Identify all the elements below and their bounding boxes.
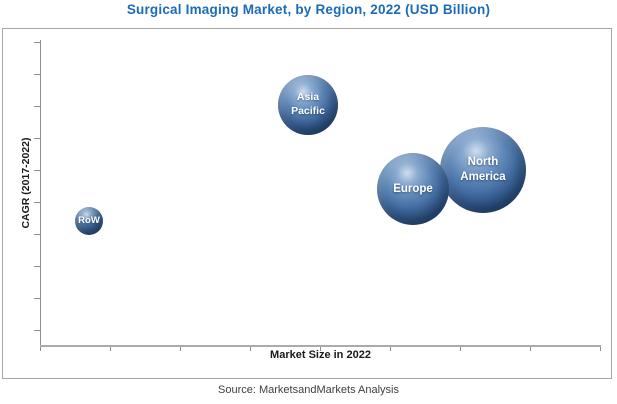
chart-title: Surgical Imaging Market, by Region, 2022…: [126, 2, 491, 17]
bubble-asia-pacific: Asia Pacific: [278, 75, 338, 135]
bubble-label-line: RoW: [78, 214, 100, 226]
y-tick: [34, 234, 40, 235]
x-tick: [40, 347, 41, 351]
y-tick: [34, 42, 40, 43]
x-tick: [600, 347, 601, 351]
x-axis-line: [40, 345, 601, 347]
source-note: Source: MarketsandMarkets Analysis: [218, 384, 399, 396]
bubble-label-line: Asia: [296, 91, 320, 104]
bubble-europe: Europe: [377, 153, 449, 225]
bubble-row: RoW: [75, 207, 103, 235]
x-tick: [180, 347, 181, 351]
bubble-label-line: America: [460, 171, 506, 183]
y-tick: [34, 298, 40, 299]
y-axis-line: [40, 40, 41, 346]
x-tick: [390, 347, 391, 351]
x-tick: [110, 347, 111, 351]
bubble-label-line: Europe: [393, 182, 433, 195]
y-tick: [34, 330, 40, 331]
x-tick: [320, 347, 321, 351]
bubble-north-america: North America: [440, 127, 526, 213]
bubble-label-line: Pacific: [291, 105, 325, 117]
y-tick: [34, 106, 40, 107]
y-axis-title: CAGR (2017-2022): [20, 137, 32, 229]
x-axis-title: Market Size in 2022: [270, 349, 371, 361]
y-tick: [34, 266, 40, 267]
y-tick: [34, 170, 40, 171]
y-tick: [34, 202, 40, 203]
y-tick: [34, 74, 40, 75]
x-tick: [460, 347, 461, 351]
x-tick: [530, 347, 531, 351]
x-tick: [250, 347, 251, 351]
y-tick: [34, 138, 40, 139]
bubble-label-line: North: [467, 156, 499, 169]
